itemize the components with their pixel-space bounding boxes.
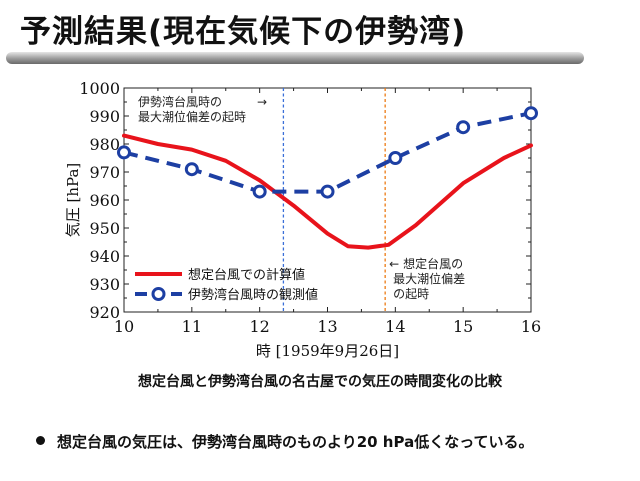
tick-labels: 920 930 940 950 960 970 980 990 1000 10 11 12 13 14 15…	[64, 80, 541, 360]
y-tick-label: 940	[89, 247, 120, 266]
x-tick-label: 16	[521, 317, 541, 336]
x-tick-label: 14	[385, 317, 405, 336]
pressure-chart: 920 930 940 950 960 970 980 990 1000 10 11 12 13 14 15…	[64, 80, 541, 360]
data-point-marker	[456, 120, 471, 135]
annotation-arrow: →	[257, 95, 267, 109]
slide-title: 予測結果(現在気候下の伊勢湾)	[20, 14, 467, 50]
bullet-item: 想定台風の気圧は、伊勢湾台風時のものより20 hPa低くなっている。	[36, 431, 533, 452]
bullet-text: 想定台風の気圧は、伊勢湾台風時のものより20 hPa低くなっている。	[57, 433, 534, 451]
annotation-line: の起時	[393, 287, 429, 301]
legend-swatch-marker	[151, 287, 166, 301]
annotation-line: 想定台風の	[403, 256, 463, 271]
data-point-marker	[252, 184, 267, 199]
y-tick-label: 950	[89, 219, 120, 238]
data-point-marker	[388, 151, 403, 165]
series-line-1	[122, 133, 533, 250]
data-point-marker	[117, 145, 131, 160]
data-point-marker	[320, 184, 335, 199]
y-tick-label: 970	[89, 163, 120, 182]
y-tick-label: 960	[89, 191, 120, 210]
x-tick-label: 15	[453, 317, 473, 336]
annotation-line: 伊勢湾台風時の	[138, 94, 222, 109]
y-tick-label: 980	[89, 135, 120, 154]
legend-label: 想定台風での計算値	[188, 267, 305, 283]
y-tick-label: 920	[89, 303, 120, 322]
chart-caption: 想定台風と伊勢湾台風の名古屋での気圧の時間変化の比較	[138, 374, 502, 390]
x-tick-label: 12	[249, 317, 269, 336]
chart-series	[117, 106, 538, 250]
y-tick-label: 1000	[79, 80, 120, 98]
data-point-marker	[184, 162, 199, 177]
x-tick-label: 13	[317, 317, 337, 336]
bullet-dot	[36, 436, 45, 445]
x-axis-label: 時 [1959年9月26日]	[256, 342, 399, 360]
x-tick-label: 11	[182, 317, 202, 336]
annotation-line: 最大潮位偏差の起時	[138, 109, 246, 124]
data-point-marker	[524, 106, 538, 121]
y-tick-label: 990	[89, 107, 120, 126]
chart-axes	[123, 87, 532, 313]
legend-label: 伊勢湾台風時の観測値	[188, 287, 318, 303]
annotation-line: 最大潮位偏差	[393, 271, 465, 286]
y-tick-label: 930	[89, 275, 120, 294]
annotation-arrow: ←	[389, 257, 399, 271]
x-tick-label: 10	[114, 317, 134, 336]
y-axis-label: 気圧 [hPa]	[64, 163, 82, 238]
title-underline-bar	[6, 52, 584, 64]
